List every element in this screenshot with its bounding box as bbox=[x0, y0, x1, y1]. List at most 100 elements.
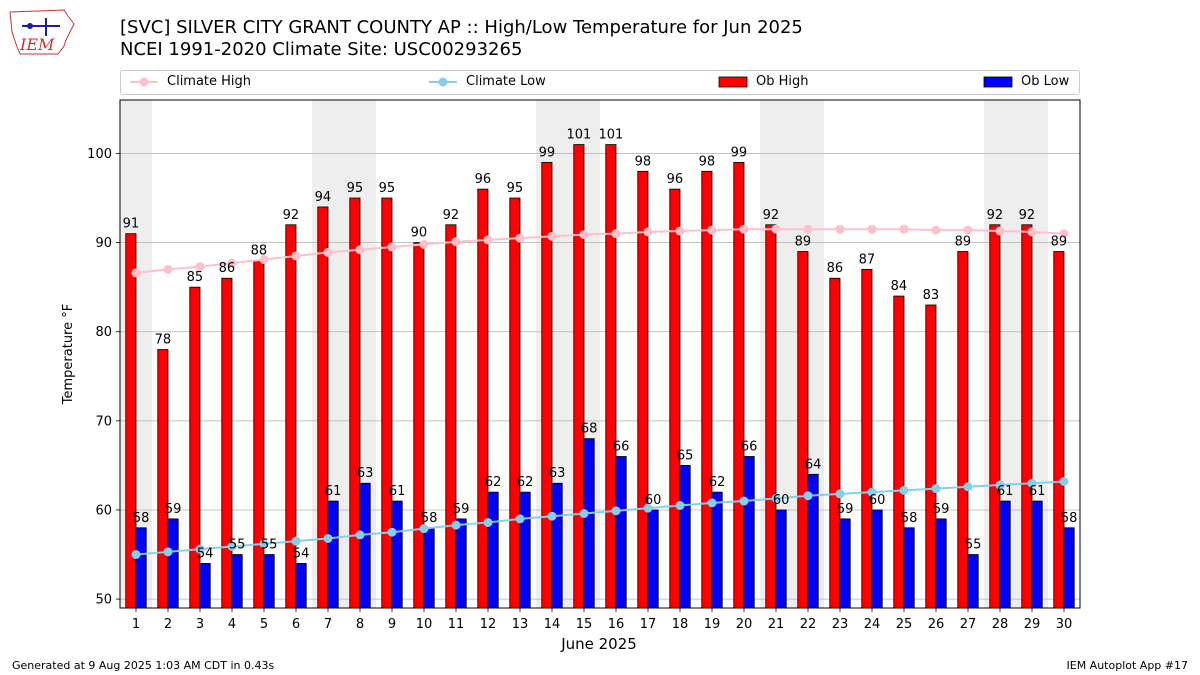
climate-low-line bbox=[135, 480, 1065, 556]
climate-high-point bbox=[259, 255, 269, 265]
climate-high-point bbox=[163, 264, 173, 274]
plot-frame bbox=[119, 99, 1081, 609]
climate-low-point bbox=[1027, 478, 1037, 488]
ob-high-label: 96 bbox=[475, 172, 492, 187]
climate-low-point bbox=[227, 542, 237, 552]
ob-high-label: 99 bbox=[731, 145, 748, 160]
climate-high-point bbox=[1059, 229, 1069, 239]
climate-low-point bbox=[355, 530, 365, 540]
ob-low-bar bbox=[423, 527, 435, 609]
x-tick-label: 5 bbox=[260, 617, 268, 632]
climate-low-point bbox=[483, 517, 493, 527]
x-tick-label: 6 bbox=[292, 617, 300, 632]
climate-high-point bbox=[419, 239, 429, 249]
ob-high-bar bbox=[157, 349, 169, 609]
x-tick-label: 16 bbox=[608, 617, 625, 632]
climate-high-point bbox=[547, 231, 557, 241]
legend-item-climate-high: Climate High bbox=[129, 74, 251, 89]
x-tick-label: 10 bbox=[416, 617, 433, 632]
climate-high-point bbox=[1027, 227, 1037, 237]
ob-low-label: 62 bbox=[485, 475, 502, 490]
ob-low-bar bbox=[167, 518, 179, 609]
ob-low-bar bbox=[327, 500, 339, 609]
ob-high-bar bbox=[893, 295, 905, 609]
climate-high-point bbox=[515, 233, 525, 243]
x-tick-label: 1 bbox=[132, 617, 140, 632]
legend-label: Ob Low bbox=[1021, 74, 1070, 89]
x-tick-label: 2 bbox=[164, 617, 172, 632]
ob-high-label: 87 bbox=[859, 252, 876, 267]
ob-low-label: 55 bbox=[965, 538, 982, 553]
ob-low-label: 55 bbox=[261, 538, 278, 553]
climate-low-point bbox=[515, 514, 525, 524]
climate-high-point bbox=[643, 227, 653, 237]
ob-high-bar bbox=[829, 277, 841, 609]
y-tick-label: 60 bbox=[95, 503, 112, 518]
ob-low-bar bbox=[455, 518, 467, 609]
ob-low-label: 61 bbox=[997, 484, 1014, 499]
ob-high-label: 92 bbox=[283, 208, 300, 223]
ob-low-label: 60 bbox=[645, 493, 662, 508]
ob-high-label: 95 bbox=[507, 181, 524, 196]
climate-low-point bbox=[419, 524, 429, 534]
x-tick-label: 7 bbox=[324, 617, 332, 632]
ob-low-label: 58 bbox=[421, 511, 438, 526]
ob-low-label: 60 bbox=[869, 493, 886, 508]
ob-low-bar bbox=[967, 554, 979, 609]
footer-app: IEM Autoplot App #17 bbox=[1066, 659, 1189, 672]
ob-high-label: 92 bbox=[443, 208, 460, 223]
ob-low-label: 58 bbox=[1061, 511, 1078, 526]
ob-high-label: 90 bbox=[411, 226, 428, 241]
climate-high-point bbox=[835, 224, 845, 234]
climate-low-point bbox=[195, 544, 205, 554]
climate-low-point bbox=[739, 496, 749, 506]
climate-high-point bbox=[579, 230, 589, 240]
climate-low-point bbox=[291, 536, 301, 546]
ob-low-bar bbox=[903, 527, 915, 609]
climate-high-point bbox=[611, 229, 621, 239]
climate-low-point bbox=[995, 480, 1005, 490]
ob-high-bar bbox=[253, 260, 265, 609]
ob-high-label: 95 bbox=[347, 181, 364, 196]
y-axis-label: Temperature °F bbox=[61, 304, 76, 405]
climate-low-point bbox=[387, 527, 397, 537]
ob-low-label: 59 bbox=[165, 502, 182, 517]
x-tick-label: 21 bbox=[768, 617, 785, 632]
x-tick-label: 3 bbox=[196, 617, 204, 632]
ob-high-label: 83 bbox=[923, 288, 940, 303]
ob-high-label: 95 bbox=[379, 181, 396, 196]
ob-high-bar bbox=[765, 224, 777, 609]
ob-low-label: 61 bbox=[389, 484, 406, 499]
x-tick-label: 14 bbox=[544, 617, 561, 632]
x-tick-label: 17 bbox=[640, 617, 657, 632]
climate-low-point bbox=[451, 520, 461, 530]
climate-low-point bbox=[771, 493, 781, 503]
climate-low-point bbox=[963, 482, 973, 492]
ob-high-bar bbox=[605, 144, 617, 609]
climate-high-point bbox=[387, 242, 397, 252]
climate-low-point bbox=[259, 539, 269, 549]
climate-high-point bbox=[675, 226, 685, 236]
x-tick-label: 29 bbox=[1024, 617, 1041, 632]
x-tick-label: 8 bbox=[356, 617, 364, 632]
x-tick-label: 20 bbox=[736, 617, 753, 632]
ob-low-label: 68 bbox=[581, 422, 598, 437]
ob-high-label: 94 bbox=[315, 190, 332, 205]
ob-high-label: 91 bbox=[123, 217, 140, 232]
x-axis-label: June 2025 bbox=[560, 635, 637, 653]
ob-high-label: 88 bbox=[251, 243, 268, 258]
x-tick-label: 11 bbox=[448, 617, 465, 632]
ob-low-bar bbox=[839, 518, 851, 609]
climate-high-point bbox=[963, 225, 973, 235]
legend-item-climate-low: Climate Low bbox=[428, 74, 546, 89]
ob-low-bar bbox=[615, 456, 627, 609]
climate-high-point bbox=[739, 224, 749, 234]
climate-high-point bbox=[451, 237, 461, 247]
ob-low-label: 58 bbox=[133, 511, 150, 526]
climate-low-point bbox=[131, 550, 141, 560]
climate-high-point bbox=[195, 262, 205, 272]
y-tick-label: 100 bbox=[87, 147, 112, 162]
climate-high-point bbox=[483, 235, 493, 245]
legend-item-ob-low: Ob Low bbox=[983, 74, 1069, 89]
x-tick-label: 12 bbox=[480, 617, 497, 632]
